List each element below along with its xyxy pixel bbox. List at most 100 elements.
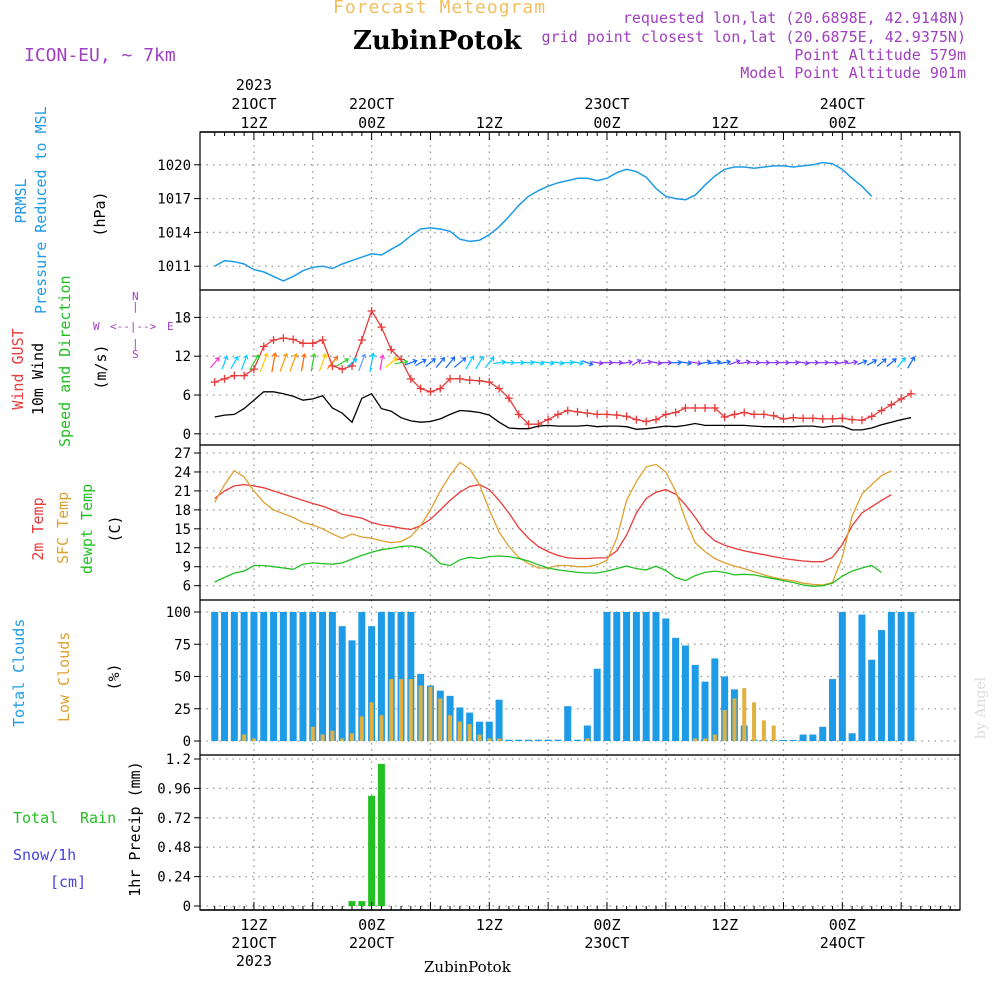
compass-arrow-down: | — [132, 337, 139, 350]
wind-gust-marker — [701, 403, 710, 412]
total-clouds-bar — [260, 612, 268, 741]
wind-gust-marker — [583, 409, 592, 418]
wind-arrow-shaft — [699, 361, 711, 365]
grid-layer — [200, 132, 960, 910]
y-tick-label: 12 — [174, 541, 191, 557]
model-point-altitude: Model Point Altitude 901m — [740, 64, 966, 82]
low-clouds-bar — [251, 738, 256, 741]
wind-direction-arrow — [876, 358, 887, 367]
wind-gust-marker — [612, 411, 621, 420]
pressure-line — [214, 161, 873, 282]
wind-gust-marker — [730, 410, 739, 419]
wind-gust-marker — [249, 365, 258, 374]
wind-arrow-shaft — [679, 361, 691, 365]
wind-direction-arrow — [611, 359, 624, 366]
compass-n: N — [132, 290, 139, 303]
wind-arrow-shaft — [300, 354, 306, 372]
wind-gust-marker — [877, 406, 886, 415]
wind-direction-arrow — [847, 359, 859, 366]
panel-frame — [199, 444, 961, 601]
total-clouds-bar — [230, 612, 238, 741]
wind-arrow-head — [403, 359, 409, 365]
total-clouds-bar — [819, 726, 827, 741]
wind-arrow-shaft — [552, 361, 564, 365]
total-clouds-bar — [593, 668, 601, 741]
total-clouds-bar — [221, 612, 229, 741]
low-clouds-bar — [712, 734, 717, 741]
model-label: ICON-EU, ~ 7km — [24, 45, 176, 66]
wind-arrow-shaft — [347, 358, 357, 367]
time-label-bottom: 24OCT — [820, 934, 865, 952]
wind-direction-arrow — [379, 354, 386, 371]
wind-gust-marker — [387, 345, 396, 354]
wind-arrow-shaft — [709, 361, 721, 365]
wind-arrow-head — [450, 356, 456, 362]
total-clouds-bar — [574, 739, 582, 741]
wind-direction-arrow — [210, 356, 220, 369]
wind-gust-marker — [240, 371, 249, 380]
wind-arrow-head — [392, 357, 398, 363]
low-clouds-bar — [408, 679, 413, 741]
low-clouds-bar — [359, 716, 364, 741]
snow-label: Snow/1h — [13, 846, 77, 864]
low-clouds-bar — [467, 724, 472, 741]
wind-gust-line — [214, 309, 912, 425]
compass-rose-icon: N | W <--|--> E | S — [90, 290, 180, 361]
total-clouds-bar — [250, 612, 258, 741]
total-clouds-bar — [299, 612, 307, 741]
wind-direction-arrow — [591, 360, 604, 366]
wind-arrow-shaft — [230, 356, 239, 369]
wind-gust-marker — [808, 414, 817, 423]
wind-gust-marker — [426, 387, 435, 396]
wind-gust-marker — [230, 371, 239, 380]
wind-gust-marker — [269, 336, 278, 345]
wind-direction-arrow — [670, 359, 683, 366]
total-clouds-bar — [387, 612, 395, 741]
y-tick-label: 0.24 — [157, 870, 191, 886]
compass-e: E — [167, 320, 174, 333]
wind-arrow-head — [853, 359, 859, 366]
wind-direction-arrow — [230, 355, 239, 369]
wind-arrow-head — [440, 357, 445, 362]
wind-arrow-head — [677, 359, 683, 366]
wind-gust-marker — [446, 374, 455, 383]
wind-arrow-shaft — [847, 361, 858, 365]
wind-gust-marker — [750, 410, 759, 419]
wind-direction-arrow — [240, 354, 249, 371]
wind-direction-arrow — [326, 355, 338, 369]
wind-arrow-shaft — [425, 358, 436, 368]
wind-arrow-head — [489, 356, 495, 362]
wind-arrow-head — [706, 359, 712, 366]
wind-gust-marker — [279, 334, 288, 343]
wind-gust-marker — [867, 412, 876, 421]
total-clouds-bar — [809, 734, 817, 741]
wind-arrow-head — [834, 359, 839, 366]
wind-direction-arrow — [787, 359, 800, 366]
wind-direction-arrow — [484, 356, 495, 369]
y-tick-label: 0 — [183, 427, 191, 443]
total-clouds-bar — [475, 721, 483, 741]
wind-gust-marker — [406, 374, 415, 383]
total-clouds-bar — [583, 725, 591, 741]
low-clouds-bar — [350, 733, 354, 741]
wind-direction-arrow — [513, 359, 525, 366]
temp-2m-line — [214, 483, 892, 563]
rain-bar — [368, 795, 376, 906]
y-tick-label: 25 — [174, 702, 191, 718]
wind-gust-marker — [357, 336, 366, 345]
total-clouds-bar — [907, 612, 915, 741]
requested-coordinates: requested lon,lat (20.6898E, 42.9148N) — [622, 9, 966, 27]
point-altitude: Point Altitude 579m — [794, 46, 966, 64]
wind-gust-marker — [622, 412, 631, 421]
wind-gust-marker — [740, 408, 749, 417]
wind-direction-arrow — [738, 359, 751, 366]
wind-gust-marker — [220, 374, 229, 383]
wind-gust-marker — [681, 403, 690, 412]
wind-direction-arrow — [385, 357, 398, 368]
wind-direction-arrow — [729, 359, 741, 366]
station-title: ZubinPotok — [353, 26, 522, 56]
wind-arrow-head — [569, 359, 575, 366]
total-clouds-bar — [642, 612, 650, 741]
wind-gust-marker — [818, 414, 827, 423]
wind-direction-arrow — [318, 353, 328, 372]
